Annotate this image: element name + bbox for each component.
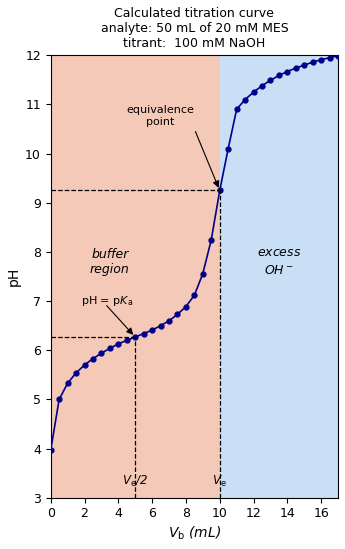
Text: equivalence
point: equivalence point — [127, 105, 195, 127]
Bar — [220, 55, 338, 498]
Text: $V_\mathrm{e}$/2: $V_\mathrm{e}$/2 — [122, 474, 148, 489]
Text: buffer
region: buffer region — [90, 248, 130, 276]
X-axis label: $V_\mathrm{b}$ (mL): $V_\mathrm{b}$ (mL) — [168, 525, 221, 542]
Title: Calculated titration curve
analyte: 50 mL of 20 mM MES
titrant:  100 mM NaOH: Calculated titration curve analyte: 50 m… — [100, 7, 288, 50]
Y-axis label: pH: pH — [7, 267, 21, 286]
Text: $V_\mathrm{e}$: $V_\mathrm{e}$ — [213, 474, 227, 489]
Text: $excess$
OH$^-$: $excess$ OH$^-$ — [257, 247, 301, 277]
Text: pH = p$K_\mathrm{a}$: pH = p$K_\mathrm{a}$ — [81, 294, 134, 309]
Bar — [51, 55, 220, 498]
